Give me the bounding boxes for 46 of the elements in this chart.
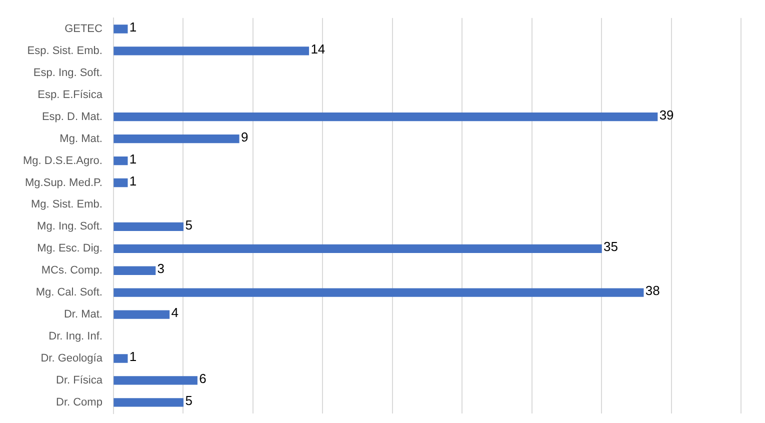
y-tick-label: Dr. Ing. Inf. (48, 330, 102, 343)
data-label: 39 (659, 107, 674, 122)
y-tick-label: Mg. D.S.E.Agro. (22, 154, 102, 167)
data-label: 1 (129, 151, 137, 166)
bar (114, 244, 602, 253)
bar (114, 46, 310, 56)
bar (114, 310, 170, 319)
bar (114, 178, 128, 188)
y-tick-label: Dr. Mat. (64, 308, 102, 321)
data-label: 1 (129, 349, 137, 364)
bar (114, 288, 644, 297)
data-label: 35 (604, 239, 618, 254)
y-tick-label: MCs. Comp. (41, 264, 102, 277)
bar (114, 222, 184, 232)
bar (114, 266, 156, 275)
bar (114, 376, 198, 385)
data-label: 6 (199, 371, 206, 386)
bar (114, 24, 128, 34)
bar (114, 112, 658, 122)
y-tick-label: Mg.Sup. Med.P. (25, 176, 102, 189)
y-tick-label: Dr. Física (56, 374, 104, 386)
y-tick-label: Mg. Ing. Soft. (37, 220, 102, 233)
data-label: 5 (185, 392, 192, 408)
data-label: 5 (185, 217, 192, 232)
bar (114, 398, 184, 407)
data-label: 4 (171, 305, 178, 320)
y-tick-label: Esp. D. Mat. (42, 110, 102, 123)
y-tick-label: Mg. Cal. Soft. (36, 286, 102, 299)
y-tick-label: Esp. Sist. Emb. (27, 44, 102, 57)
data-label: 3 (157, 261, 165, 276)
data-label: 1 (129, 20, 137, 35)
y-tick-label: GETEC (64, 23, 103, 36)
y-tick-label: Mg. Sist. Emb. (30, 198, 102, 211)
bar (114, 354, 128, 363)
y-tick-label: Esp. E.Física (38, 88, 104, 101)
y-tick-label: Mg. Mat. (60, 132, 102, 145)
data-label: 38 (645, 283, 660, 298)
y-tick-label: Dr. Comp (56, 396, 102, 408)
y-tick-label: Esp. Ing. Soft. (33, 66, 102, 79)
y-tick-label: Dr. Geología (40, 352, 104, 365)
data-label: 1 (129, 173, 137, 188)
bar (114, 156, 128, 166)
data-label: 14 (310, 42, 326, 57)
y-tick-label: Mg. Esc. Dig. (37, 242, 102, 255)
bar (114, 134, 240, 144)
data-label: 9 (240, 129, 248, 144)
